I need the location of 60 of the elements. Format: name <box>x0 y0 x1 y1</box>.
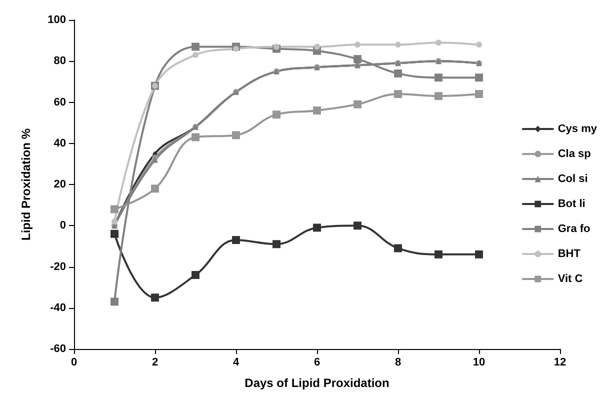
point <box>313 224 321 232</box>
point <box>110 230 118 238</box>
legend-label: Cys my <box>558 123 598 135</box>
point <box>394 69 402 78</box>
x-tick-label: 12 <box>554 356 566 368</box>
point <box>395 42 401 48</box>
y-tick-label: 100 <box>48 14 66 26</box>
point <box>192 52 198 58</box>
y-axis-title: Lipid Proxidation % <box>19 128 33 241</box>
x-tick-label: 6 <box>314 356 320 368</box>
point <box>232 131 240 140</box>
legend-label: Gra fo <box>558 223 591 235</box>
point <box>272 240 280 248</box>
point <box>110 298 118 306</box>
x-tick-label: 4 <box>232 356 240 368</box>
point <box>272 110 280 119</box>
y-tick-label: -60 <box>50 343 66 355</box>
point <box>232 236 240 244</box>
x-axis-title: Days of Lipid Proxidation <box>244 376 390 390</box>
legend-label: Col si <box>558 173 588 185</box>
point <box>192 270 200 279</box>
y-tick-label: -20 <box>50 260 66 273</box>
point <box>151 294 159 302</box>
point <box>151 184 159 193</box>
point <box>436 40 442 46</box>
point <box>475 250 483 258</box>
point <box>475 90 483 98</box>
legend-label: Bot li <box>558 198 586 210</box>
legend-label: Vit C <box>558 273 583 285</box>
x-tick-label: 8 <box>394 356 402 368</box>
y-tick-label: 80 <box>54 55 66 68</box>
point <box>112 218 118 225</box>
legend-label: BHT <box>558 248 581 260</box>
point <box>434 92 442 100</box>
point <box>354 42 360 48</box>
x-tick-label: 0 <box>70 356 78 368</box>
y-tick-label: 60 <box>54 96 66 108</box>
point <box>475 74 483 82</box>
point <box>274 44 280 50</box>
point <box>313 106 321 114</box>
point <box>192 42 200 51</box>
x-tick-label: 2 <box>152 356 158 368</box>
point <box>434 74 442 82</box>
point <box>233 46 239 52</box>
y-tick-label: 0 <box>60 220 66 232</box>
point <box>192 133 200 142</box>
point <box>394 90 402 98</box>
y-tick-label: 20 <box>54 178 66 190</box>
point <box>354 222 362 230</box>
point <box>476 42 482 48</box>
y-tick-label: -40 <box>50 302 66 314</box>
point <box>314 44 320 50</box>
y-tick-label: 40 <box>54 137 66 150</box>
point <box>354 100 362 108</box>
point <box>110 205 118 214</box>
x-tick-label: 10 <box>472 356 486 368</box>
point <box>434 250 442 258</box>
legend-label: Cla sp <box>558 148 592 160</box>
point <box>394 244 402 252</box>
point <box>354 55 362 64</box>
